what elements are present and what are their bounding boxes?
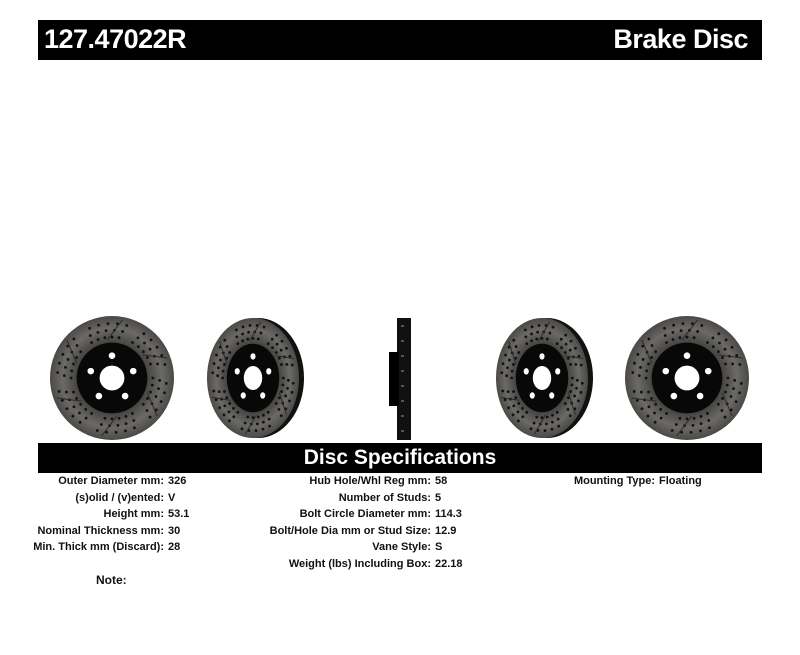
- spec-value: Floating: [659, 475, 702, 487]
- spec-value: V: [168, 491, 176, 504]
- spec-row: Nominal Thickness mm: 30: [0, 523, 800, 539]
- spec-value: 28: [168, 541, 181, 553]
- spec-row: Weight (lbs) Including Box: 22.18: [0, 556, 800, 572]
- spec-value: 53.1: [168, 508, 190, 520]
- spec-label: Number of Studs:: [338, 491, 431, 504]
- spec-label: Outer Diameter mm:: [58, 475, 164, 487]
- section-title: Disc Specifications: [38, 443, 762, 473]
- part-number: 127.47022R: [44, 24, 187, 54]
- disc-rear-view: [625, 316, 749, 440]
- spec-label: Nominal Thickness mm:: [37, 524, 164, 537]
- spec-row: Hub Hole/Whl Reg mm: 58: [0, 473, 800, 489]
- note-label: Note:: [96, 573, 127, 587]
- spec-label: Vane Style:: [372, 541, 431, 553]
- header-bar: 127.47022R Brake Disc: [38, 20, 762, 60]
- disc-angled-view-reverse: [496, 318, 593, 438]
- disc-angled-view: [207, 318, 304, 438]
- spec-label: (s)olid / (v)ented:: [75, 491, 164, 504]
- spec-label: Mounting Type:: [573, 475, 655, 487]
- spec-value: 58: [435, 475, 448, 487]
- spec-row: Mounting Type: Floating: [0, 473, 800, 489]
- spec-row: (s)olid / (v)ented: V: [0, 490, 800, 506]
- spec-value: 30: [168, 524, 181, 537]
- spec-value: 326: [168, 475, 187, 487]
- spec-row: Bolt Circle Diameter mm: 114.3: [0, 506, 800, 522]
- spec-label: Bolt Circle Diameter mm:: [299, 508, 431, 520]
- spec-row: Height mm: 53.1: [0, 506, 800, 522]
- spec-row: Min. Thick mm (Discard): 28: [0, 539, 800, 555]
- spec-label: Hub Hole/Whl Reg mm:: [309, 475, 431, 487]
- spec-label: Bolt/Hole Dia mm or Stud Size:: [269, 524, 431, 537]
- spec-row: Vane Style: S: [0, 539, 800, 555]
- spec-value: 114.3: [435, 508, 462, 520]
- disc-side-view: [389, 318, 411, 440]
- spec-value: 5: [435, 491, 442, 504]
- spec-label: Weight (lbs) Including Box:: [288, 557, 431, 570]
- spec-value: 22.18: [435, 557, 463, 570]
- spec-value: S: [435, 541, 443, 553]
- spec-label: Min. Thick mm (Discard):: [33, 541, 164, 553]
- spec-row: Number of Studs: 5: [0, 490, 800, 506]
- spec-label: Height mm:: [103, 508, 165, 520]
- page-title: Brake Disc: [613, 24, 748, 54]
- spec-row: Outer Diameter mm: 326: [0, 473, 800, 489]
- disc-front-view: [50, 316, 174, 440]
- spec-row: Bolt/Hole Dia mm or Stud Size: 12.9: [0, 523, 800, 539]
- spec-value: 12.9: [435, 524, 457, 537]
